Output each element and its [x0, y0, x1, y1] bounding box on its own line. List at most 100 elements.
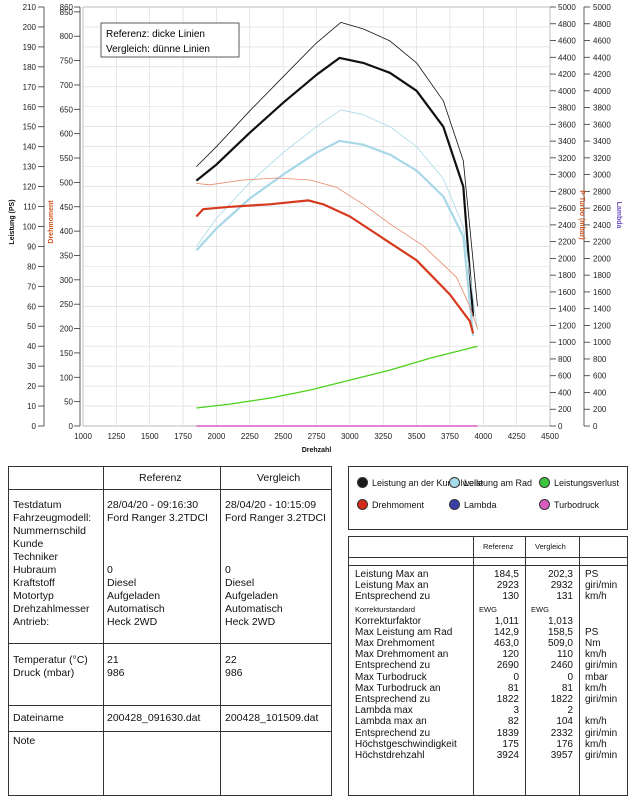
- series-line-4: [195, 199, 475, 334]
- x-tick-label: 1250: [107, 432, 125, 441]
- chart-curves: [195, 21, 478, 427]
- torque-tick-label: 200: [60, 325, 74, 334]
- turbo-tick-label: 400: [558, 388, 572, 397]
- info-header-ref: Referenz: [139, 472, 182, 484]
- lambda-tick-label: 400: [593, 388, 607, 397]
- legend-label: Lambda: [464, 499, 497, 510]
- power-tick-label: 90: [27, 242, 36, 251]
- lambda-tick-label: 4800: [593, 20, 611, 29]
- torque-tick-label: 50: [64, 398, 73, 407]
- results-cmp-value: 104: [556, 716, 573, 728]
- results-unit: km/h: [585, 716, 607, 728]
- results-label: Entsprechend zu: [355, 660, 431, 672]
- torque-tick-label: 500: [60, 178, 74, 187]
- results-ref-value: 82: [507, 716, 519, 728]
- legend-label: Turbodruck: [554, 499, 600, 510]
- info-cmp-ambient: 22 986: [225, 654, 243, 679]
- results-header-cmp: Vergleich: [535, 542, 566, 551]
- legend-item-power-loss: Leistungsverlust: [539, 477, 619, 488]
- legend-marker: [357, 477, 368, 488]
- turbo-tick-label: 5000: [558, 3, 576, 12]
- results-ref-value: 2690: [496, 660, 519, 672]
- results-ref-value: 1822: [496, 694, 519, 705]
- lambda-tick-label: 2000: [593, 254, 611, 263]
- results-label: Korrekturfaktor: [355, 615, 422, 627]
- turbo-tick-label: 3800: [558, 104, 576, 113]
- series-line-0: [195, 56, 475, 317]
- turbo-tick-label: 1800: [558, 271, 576, 280]
- results-row: Entsprechend zu 130 131 km/h: [349, 591, 627, 602]
- results-cmp-value: 158,5: [547, 626, 573, 638]
- lambda-tick-label: 1600: [593, 288, 611, 297]
- lambda-tick-label: 3000: [593, 171, 611, 180]
- chart-grid: [82, 6, 551, 427]
- turbo-tick-label: 200: [558, 405, 572, 414]
- turbo-tick-label: 800: [558, 355, 572, 364]
- lambda-tick-label: 3400: [593, 137, 611, 146]
- x-tick-label: 2750: [308, 432, 326, 441]
- turbo-tick-label: 4800: [558, 20, 576, 29]
- results-cmp-value: 131: [556, 591, 573, 603]
- legend-marker: [539, 499, 550, 510]
- series-line-6: [196, 345, 478, 409]
- info-cmp-vehicle: 28/04/20 - 10:15:09 Ford Ranger 3.2TDCI …: [225, 499, 326, 628]
- x-tick-label: 1500: [141, 432, 159, 441]
- x-tick-label: 3000: [341, 432, 359, 441]
- lambda-tick-label: 4200: [593, 70, 611, 79]
- results-label: Lambda max: [355, 705, 413, 717]
- x-tick-label: 3250: [374, 432, 392, 441]
- results-ref-value: EWG: [479, 605, 497, 615]
- power-tick-label: 140: [23, 143, 37, 152]
- results-unit: km/h: [585, 591, 607, 603]
- info-label-filename: Dateiname: [13, 712, 64, 724]
- torque-tick-label: 800: [60, 32, 74, 41]
- power-tick-label: 180: [23, 63, 37, 72]
- results-label: Lambda max an: [355, 716, 427, 728]
- turbo-tick-label: 3200: [558, 154, 576, 163]
- results-cmp-value: EWG: [531, 605, 549, 615]
- legend-label: Leistung am Rad: [464, 477, 533, 488]
- info-ref-vehicle: 28/04/20 - 09:16:30 Ford Ranger 3.2TDCI …: [107, 499, 208, 628]
- torque-tick-label: 250: [60, 300, 74, 309]
- series-line-2: [195, 139, 475, 337]
- results-table: Referenz Vergleich Leistung Max an 184,5 2…: [348, 536, 628, 796]
- legend-marker: [539, 477, 550, 488]
- results-label: Max Turbodruck: [355, 671, 427, 683]
- test-info-table: Referenz Vergleich Testdatum Fahrzeugmod…: [8, 466, 332, 796]
- turbo-tick-label: 3000: [558, 171, 576, 180]
- power-tick-label: 200: [23, 23, 37, 32]
- lambda-tick-label: 4400: [593, 53, 611, 62]
- series-line-1: [196, 21, 478, 307]
- results-label: Höchstdrehzahl: [355, 750, 425, 761]
- turbo-tick-label: 2400: [558, 221, 576, 230]
- results-row: Leistung Max an 184,5 202,3 PS: [349, 569, 627, 580]
- chart-axes: 1000 1250 1500 1750 2000 2250 2500 2750 3000 3250…: [9, 3, 622, 454]
- x-tick-label: 3500: [408, 432, 426, 441]
- results-cmp-value: 176: [556, 738, 573, 750]
- torque-tick-label: 750: [60, 57, 74, 66]
- results-cmp-value: 1822: [550, 694, 573, 705]
- results-unit: giri/min: [585, 727, 618, 739]
- results-label: Max Leistung am Rad: [355, 626, 453, 638]
- results-unit: giri/min: [585, 580, 618, 592]
- results-unit: mbar: [585, 671, 608, 683]
- lambda-tick-label: 3600: [593, 120, 611, 129]
- results-ref-value: 3: [513, 705, 519, 717]
- lambda-axis-title: Lambda: [615, 202, 622, 229]
- chart-annotation-box: Referenz: dicke Linien Vergleich: dünne …: [100, 22, 240, 58]
- results-label: Max Drehmoment an: [355, 649, 449, 661]
- results-cmp-value: 202,3: [547, 569, 573, 580]
- results-ref-value: 120: [502, 649, 519, 661]
- results-cmp-value: 2: [567, 705, 573, 717]
- results-ref-value: 463,0: [493, 638, 519, 649]
- results-cmp-value: 1,013: [547, 615, 573, 627]
- results-unit: giri/min: [585, 660, 618, 672]
- results-row: Höchstdrehzahl 3924 3957 giri/min: [349, 750, 627, 761]
- lambda-tick-label: 4000: [593, 87, 611, 96]
- results-unit: giri/min: [585, 750, 618, 761]
- power-tick-label: 150: [23, 123, 37, 132]
- power-tick-label: 170: [23, 83, 37, 92]
- power-tick-label: 80: [27, 262, 36, 271]
- power-tick-label: 70: [27, 282, 36, 291]
- lambda-tick-label: 2200: [593, 238, 611, 247]
